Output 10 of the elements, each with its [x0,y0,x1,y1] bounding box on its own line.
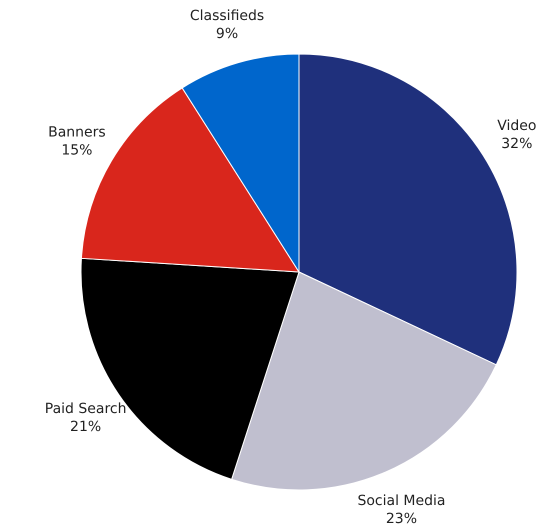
data-label: 32% [501,136,532,152]
data-label: 9% [216,26,238,42]
slice-label: Classifieds [190,8,264,24]
slice-label: Banners [48,124,106,141]
slice-label: Social Media [357,492,446,509]
slice-label: Paid Search [44,401,126,418]
data-label: 23% [386,510,418,527]
slice-label: Video [497,118,536,134]
data-label: 15% [61,142,92,159]
data-label: 21% [70,419,102,436]
